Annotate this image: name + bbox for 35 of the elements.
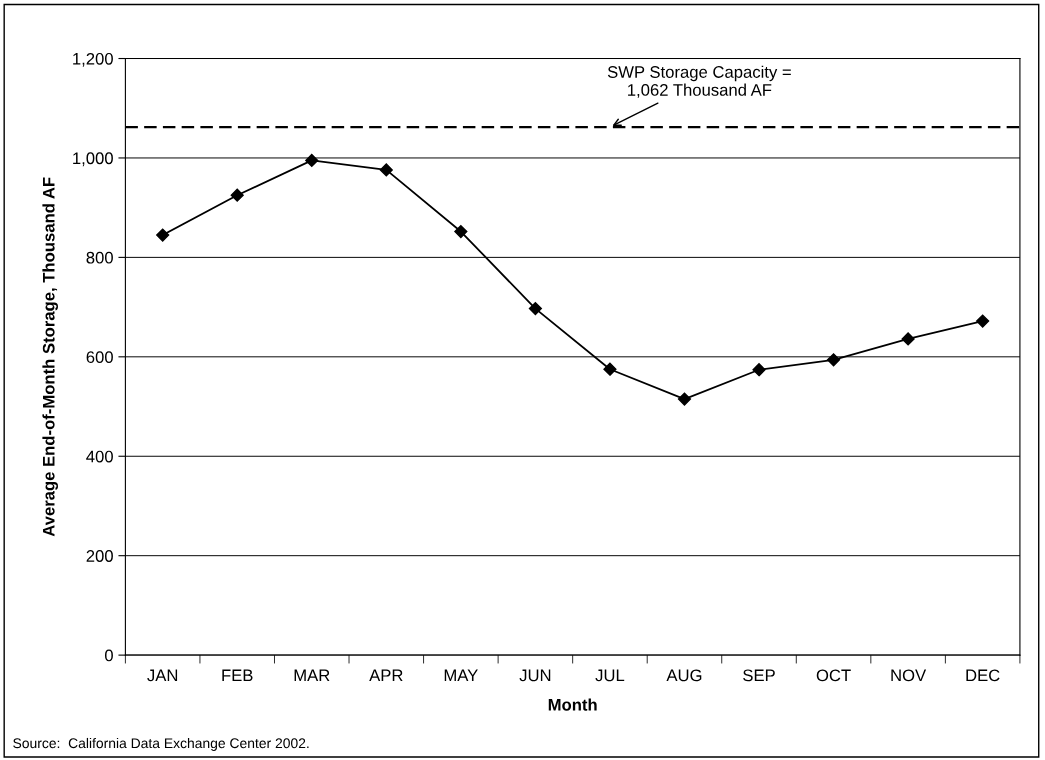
point bbox=[230, 188, 244, 202]
y-tick-label: 200 bbox=[86, 550, 113, 562]
point bbox=[305, 153, 319, 168]
y-tick-label: 1,200 bbox=[73, 52, 113, 67]
point bbox=[454, 224, 468, 239]
x-tick-label: AUG bbox=[666, 669, 702, 682]
point bbox=[901, 332, 915, 346]
y-tick-label: 400 bbox=[86, 450, 113, 463]
x-tick-label: DEC bbox=[966, 669, 1000, 682]
x-tick-label: MAR bbox=[294, 669, 330, 682]
x-tick-label: SEP bbox=[743, 669, 775, 682]
y-tick-label: 0 bbox=[104, 649, 113, 662]
source-note: Source: California Data Exchange Center 2002. bbox=[13, 737, 309, 751]
y-tick-label: 800 bbox=[86, 251, 113, 264]
annotation: SWP Storage Capacity = 1,062 Thousand AF bbox=[607, 65, 791, 98]
x-tick-label: FEB bbox=[222, 669, 253, 682]
point bbox=[603, 362, 617, 376]
x-tick-label: OCT bbox=[816, 669, 851, 682]
x-tick-label: NOV bbox=[891, 669, 927, 682]
x-tick-label: MAY bbox=[444, 669, 478, 682]
x-tick-label: APR bbox=[369, 669, 403, 682]
point bbox=[752, 363, 766, 377]
x-tick-label: JUN bbox=[519, 669, 551, 682]
point bbox=[379, 163, 393, 177]
point bbox=[976, 314, 990, 328]
point bbox=[677, 392, 692, 406]
point bbox=[826, 353, 841, 367]
y-axis-title: Average End-of-Month Storage, Thousand AF bbox=[42, 177, 58, 537]
y-tick-label: 1,000 bbox=[73, 152, 113, 167]
x-tick-label: JAN bbox=[147, 669, 178, 682]
x-tick-label: JUL bbox=[595, 669, 625, 682]
point bbox=[528, 302, 542, 316]
x-axis-title: Month bbox=[548, 698, 597, 711]
y-tick-label: 600 bbox=[86, 351, 113, 364]
point bbox=[156, 228, 170, 242]
